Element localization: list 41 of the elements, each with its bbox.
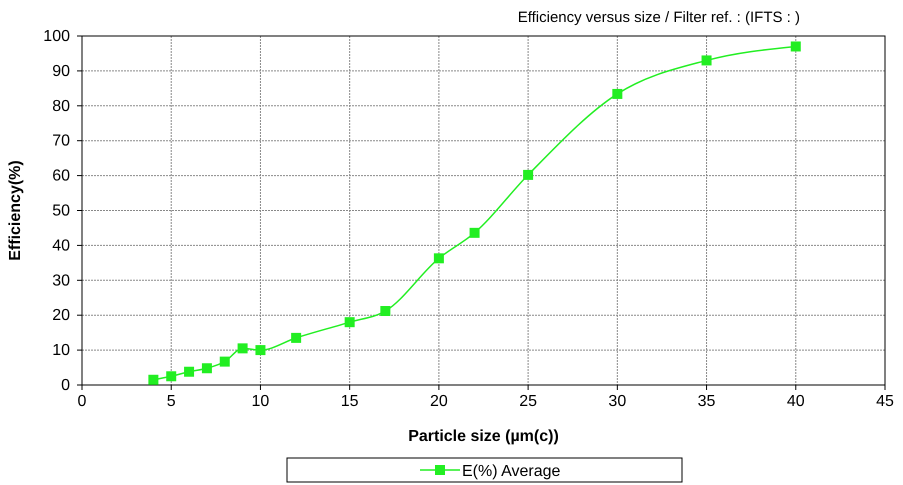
y-axis-title: Efficiency(%) [7, 160, 24, 261]
point [148, 374, 158, 385]
y-tick-label: 30 [52, 272, 70, 290]
y-tick-label: 40 [52, 237, 70, 254]
x-tick-label: 30 [608, 393, 626, 410]
x-axis-title: Particle size (µm(c)) [408, 428, 559, 445]
point [380, 306, 390, 316]
point [790, 41, 801, 52]
point [470, 228, 480, 238]
point [344, 317, 355, 328]
y-tick-label: 80 [52, 98, 70, 115]
x-tick-label: 5 [166, 393, 176, 410]
x-tick-label: 0 [78, 393, 87, 410]
x-tick-label: 25 [519, 393, 538, 410]
point [238, 343, 248, 354]
point [202, 363, 212, 374]
y-tick-label: 10 [52, 342, 70, 360]
point [434, 253, 444, 264]
point [523, 170, 534, 180]
point [255, 345, 266, 356]
y-tick-label: 100 [43, 28, 70, 45]
x-tick-label: 40 [786, 393, 805, 410]
x-tick-label: 15 [340, 393, 359, 410]
y-tick-label: 90 [52, 62, 70, 80]
x-tick-label: 35 [698, 393, 716, 410]
y-tick-label: 70 [52, 132, 70, 150]
x-tick-label: 10 [252, 393, 270, 410]
point [291, 332, 302, 343]
y-tick-label: 60 [52, 168, 70, 185]
point [220, 356, 230, 367]
y-tick-label: 50 [52, 202, 70, 220]
y-tick-label: 0 [61, 377, 70, 394]
chart-title: Efficiency versus size / Filter ref. : (IFTS : ) [518, 9, 800, 26]
point [184, 366, 194, 377]
legend-label: E(%) Average [462, 463, 561, 480]
point [612, 88, 622, 99]
point [702, 55, 712, 66]
x-tick-label: 45 [876, 393, 894, 410]
point [166, 371, 176, 382]
x-tick-label: 20 [430, 393, 448, 410]
y-tick-label: 20 [52, 307, 70, 324]
